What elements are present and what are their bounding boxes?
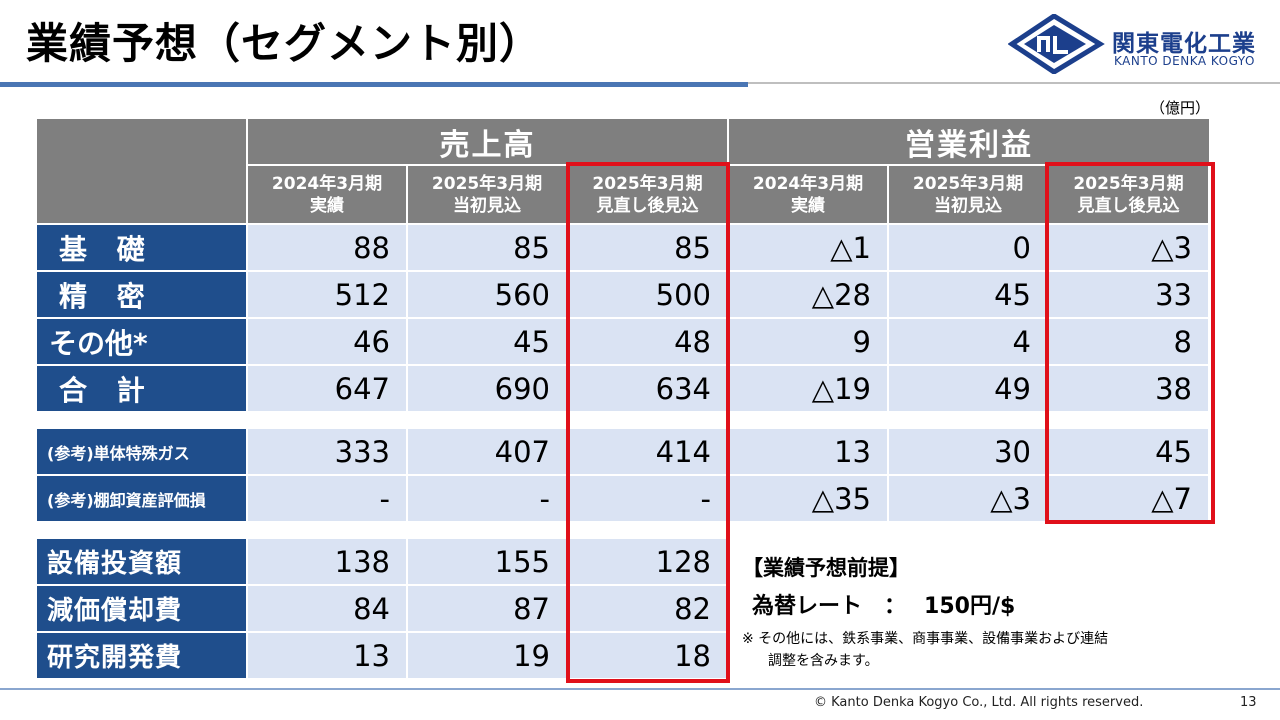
row-label: 減価償却費 [37,586,246,631]
table-cell: 414 [568,429,727,474]
row-label: (参考)棚卸資産評価損 [37,476,246,521]
row-label: その他* [37,319,246,364]
table-cell: 87 [408,586,566,631]
column-header-type: 見直し後見込 [1077,195,1180,216]
copyright: © Kanto Denka Kogyo Co., Ltd. All rights… [814,695,1144,710]
table-cell: 560 [408,272,566,317]
company-name-jp: 関東電化工業 [1112,31,1256,57]
table-cell: 48 [568,319,727,364]
column-header: 2025年3月期 当初見込 [889,166,1047,223]
table-cell: 155 [408,539,566,584]
column-header-type: 見直し後見込 [596,195,699,216]
table-cell: △35 [729,476,887,521]
column-header-period: 2024年3月期 [271,173,383,194]
row-label: 精 密 [37,272,246,317]
title-accent-bar [0,82,748,87]
table-cell: 46 [248,319,406,364]
column-header-period: 2025年3月期 [1073,173,1184,194]
column-header: 2024年3月期 実績 [248,166,406,223]
note-line-2: 調整を含みます。 [768,653,879,669]
company-name-en: KANTO DENKA KOGYO [1114,54,1255,68]
page-title: 業績予想（セグメント別） [26,19,543,68]
highlight-box-sales-revised [566,162,730,683]
table-cell: - [248,476,406,521]
table-cell: 13 [248,633,406,678]
table-cell: 128 [568,539,727,584]
column-header: 2025年3月期 見直し後見込 [1049,166,1208,223]
fx-rate-label: 為替レート ： [752,594,907,619]
fx-rate-value: 150円/$ [924,594,1016,619]
table-cell: - [408,476,566,521]
table-cell: 88 [248,225,406,270]
column-header: 2025年3月期 見直し後見込 [568,166,727,223]
table-cell: 647 [248,366,406,411]
column-header-type: 実績 [310,195,344,216]
header-group-profit: 営業利益 [729,119,1209,164]
table-cell: 85 [568,225,727,270]
table-cell: △19 [729,366,887,411]
row-label: 研究開発費 [37,633,246,678]
table-cell: △28 [729,272,887,317]
table-cell: 45 [408,319,566,364]
table-cell: 85 [408,225,566,270]
column-header-type: 当初見込 [934,195,1002,216]
company-logo-icon [1008,14,1105,74]
table-cell: 690 [408,366,566,411]
table-cell: 13 [729,429,887,474]
table-cell: 138 [248,539,406,584]
table-cell: 84 [248,586,406,631]
row-label: (参考)単体特殊ガス [37,429,246,474]
column-header-type: 当初見込 [453,195,521,216]
table-cell: - [568,476,727,521]
column-header: 2024年3月期 実績 [729,166,887,223]
highlight-box-profit-revised [1045,162,1215,524]
column-header-type: 実績 [791,195,825,216]
fx-rate: 為替レート ： 150円/$ [752,588,1015,620]
table-cell: 38 [1049,366,1208,411]
header-blank [37,119,246,223]
table-cell: 18 [568,633,727,678]
table-cell: 19 [408,633,566,678]
header-group-sales: 売上高 [248,119,727,164]
row-label: 設備投資額 [37,539,246,584]
table-cell: 512 [248,272,406,317]
table-cell: 634 [568,366,727,411]
column-header-period: 2025年3月期 [912,173,1024,194]
footer-divider [0,688,1280,690]
note-line-1: ※ その他には、鉄系事業、商事事業、設備事業および連結 [742,631,1109,647]
table-cell: △1 [729,225,887,270]
unit-label: （億円） [1150,99,1211,117]
table-cell: △3 [1049,225,1208,270]
column-header: 2025年3月期 当初見込 [408,166,566,223]
row-label: 合 計 [37,366,246,411]
table-cell: 0 [889,225,1047,270]
table-cell: 407 [408,429,566,474]
page-number: 13 [1240,695,1257,710]
table-cell: 9 [729,319,887,364]
assumptions-title: 【業績予想前提】 [742,556,910,580]
column-header-period: 2025年3月期 [592,173,703,194]
table-cell: 49 [889,366,1047,411]
table-cell: 82 [568,586,727,631]
table-cell: 333 [248,429,406,474]
column-header-period: 2024年3月期 [752,173,864,194]
table-cell: 30 [889,429,1047,474]
row-label: 基 礎 [37,225,246,270]
table-cell: 4 [889,319,1047,364]
table-cell: 500 [568,272,727,317]
table-cell: △3 [889,476,1047,521]
table-cell: △7 [1049,476,1208,521]
table-cell: 8 [1049,319,1208,364]
table-cell: 45 [889,272,1047,317]
table-cell: 33 [1049,272,1208,317]
column-header-period: 2025年3月期 [431,173,543,194]
table-cell: 45 [1049,429,1208,474]
